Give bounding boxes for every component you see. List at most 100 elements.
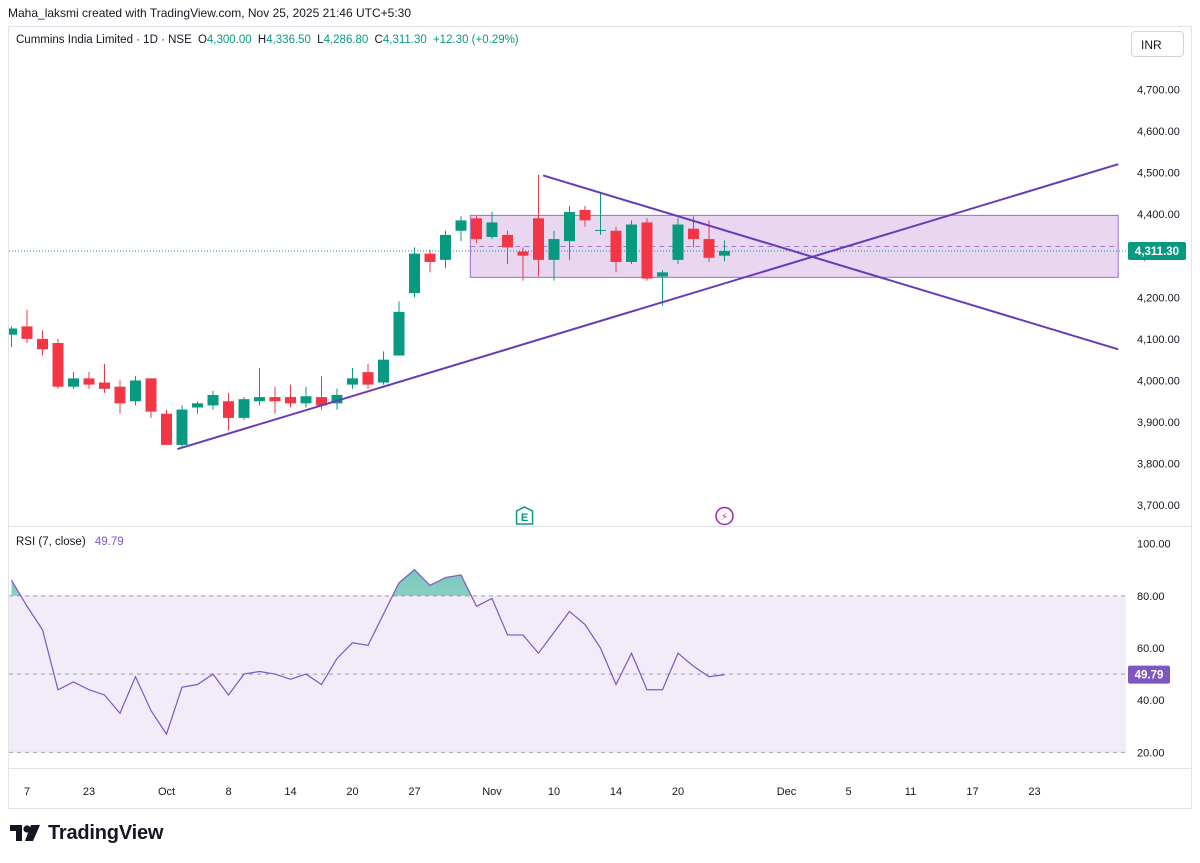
candle-body xyxy=(595,229,606,231)
candle-body xyxy=(579,209,591,221)
rsi-value: 49.79 xyxy=(94,536,124,548)
price-axis-tick-label: 4,700.00 xyxy=(1137,84,1180,96)
tradingview-logo-icon xyxy=(10,824,40,841)
rsi-legend: RSI (7, close) 49.79 xyxy=(16,536,124,548)
close-label: C xyxy=(374,34,383,46)
price-panel[interactable] xyxy=(8,26,1192,527)
candle-body xyxy=(331,395,343,404)
candle-body xyxy=(672,224,684,260)
price-axis-tick-label: 4,600.00 xyxy=(1137,126,1180,138)
high-value: 4,336.50 xyxy=(266,34,311,46)
rsi-value-badge xyxy=(1128,665,1170,684)
candle-body xyxy=(52,343,64,387)
candle-body xyxy=(114,386,126,404)
price-axis-tick-label: 4,100.00 xyxy=(1137,334,1180,346)
time-axis-tick-label: 14 xyxy=(610,786,622,798)
time-axis-tick-label: 20 xyxy=(346,786,358,798)
price-plot-area: E ⚡ xyxy=(9,163,1126,526)
candle-body xyxy=(316,397,327,406)
last-price-badge-label: 4,311.30 xyxy=(1135,246,1179,258)
candle-body xyxy=(223,401,234,418)
candle-body xyxy=(610,230,622,262)
earnings-marker xyxy=(515,506,534,525)
chart-attribution: Maha_laksmi created with TradingView.com… xyxy=(8,6,411,20)
candle-body xyxy=(719,251,730,256)
price-axis-tick-label: 3,800.00 xyxy=(1137,459,1180,471)
time-axis-tick-label: Nov xyxy=(482,786,502,798)
candle-body xyxy=(440,234,451,260)
candle-body xyxy=(378,359,389,383)
time-axis[interactable] xyxy=(8,769,1192,809)
time-axis-tick-label: Oct xyxy=(158,786,175,798)
candle-body xyxy=(548,239,560,260)
candle-body xyxy=(657,272,668,277)
price-axis-tick-label: 3,700.00 xyxy=(1137,500,1180,512)
open-label: O xyxy=(197,34,207,46)
candle-body xyxy=(145,378,157,412)
candle-body xyxy=(517,251,529,256)
close-value: 4,311.30 xyxy=(382,34,427,46)
tradingview-logo[interactable]: TradingView xyxy=(10,822,163,845)
candle-body xyxy=(83,378,95,385)
price-axis-tick-label: 4,500.00 xyxy=(1137,168,1180,180)
rsi-axis-tick-label: 20.00 xyxy=(1137,747,1165,759)
rsi-label[interactable]: RSI (7, close) xyxy=(16,536,86,548)
symbol-title[interactable]: Cummins India Limited · 1D · NSE xyxy=(16,34,192,46)
open-value: 4,300.00 xyxy=(206,34,252,46)
tradingview-brand-text: TradingView xyxy=(48,822,164,844)
candle-body xyxy=(192,403,203,408)
candle-body xyxy=(409,253,420,294)
candle-body xyxy=(393,311,405,356)
rsi-panel[interactable] xyxy=(8,527,1192,769)
high-label: H xyxy=(257,34,267,46)
falling-trendline xyxy=(542,174,1119,351)
candle-body xyxy=(285,397,296,404)
change-value: +12.30 (+0.29%) xyxy=(432,34,519,46)
rsi-line xyxy=(10,568,725,736)
candle-body xyxy=(254,397,265,402)
earnings-marker-label: E xyxy=(521,512,528,524)
low-value: 4,286.80 xyxy=(323,34,369,46)
time-axis-tick-label: 17 xyxy=(966,786,978,798)
last-price-badge xyxy=(1128,242,1186,261)
rsi-value-badge-label: 49.79 xyxy=(1135,670,1164,682)
candle-body xyxy=(37,338,48,350)
rsi-axis-tick-label: 100.00 xyxy=(1137,539,1171,551)
candle-body xyxy=(455,220,467,231)
time-axis-tick-label: Dec xyxy=(777,786,797,798)
candle-body xyxy=(424,253,436,262)
rsi-axis-tick-label: 60.00 xyxy=(1137,643,1165,655)
time-axis-tick-label: 23 xyxy=(83,786,95,798)
currency-button[interactable]: INR xyxy=(1131,31,1184,57)
rising-trendline xyxy=(177,163,1119,451)
candle-body xyxy=(502,234,513,248)
rsi-axis-tick-label: 80.00 xyxy=(1137,591,1165,603)
rsi-axis-tick-label: 40.00 xyxy=(1137,695,1165,707)
rsi-plot-area xyxy=(9,568,1126,753)
candle-body xyxy=(21,326,33,339)
time-axis-tick-label: 8 xyxy=(225,786,231,798)
time-axis-tick-label: 10 xyxy=(548,786,560,798)
candle-body xyxy=(362,372,374,385)
dividend-marker xyxy=(715,506,734,526)
time-axis-tick-label: 7 xyxy=(24,786,30,798)
time-axis-tick-label: 27 xyxy=(408,786,420,798)
candle-body xyxy=(703,239,715,258)
low-label: L xyxy=(317,34,324,46)
symbol-legend: Cummins India Limited · 1D · NSE O4,300.… xyxy=(16,34,519,46)
candle-body xyxy=(9,328,17,335)
candle-body xyxy=(688,228,699,240)
price-axis-tick-label: 4,200.00 xyxy=(1137,292,1180,304)
candle-body xyxy=(347,378,358,385)
candle-body xyxy=(207,395,219,406)
candle-body xyxy=(471,218,482,240)
time-axis-tick-label: 23 xyxy=(1028,786,1040,798)
candle-body xyxy=(238,399,250,418)
candle-body xyxy=(161,413,172,445)
candle-body xyxy=(176,409,188,445)
price-axis-tick-label: 4,000.00 xyxy=(1137,375,1180,387)
candle-body xyxy=(626,224,637,262)
time-axis-tick-label: 14 xyxy=(284,786,296,798)
candle-body xyxy=(269,397,281,402)
